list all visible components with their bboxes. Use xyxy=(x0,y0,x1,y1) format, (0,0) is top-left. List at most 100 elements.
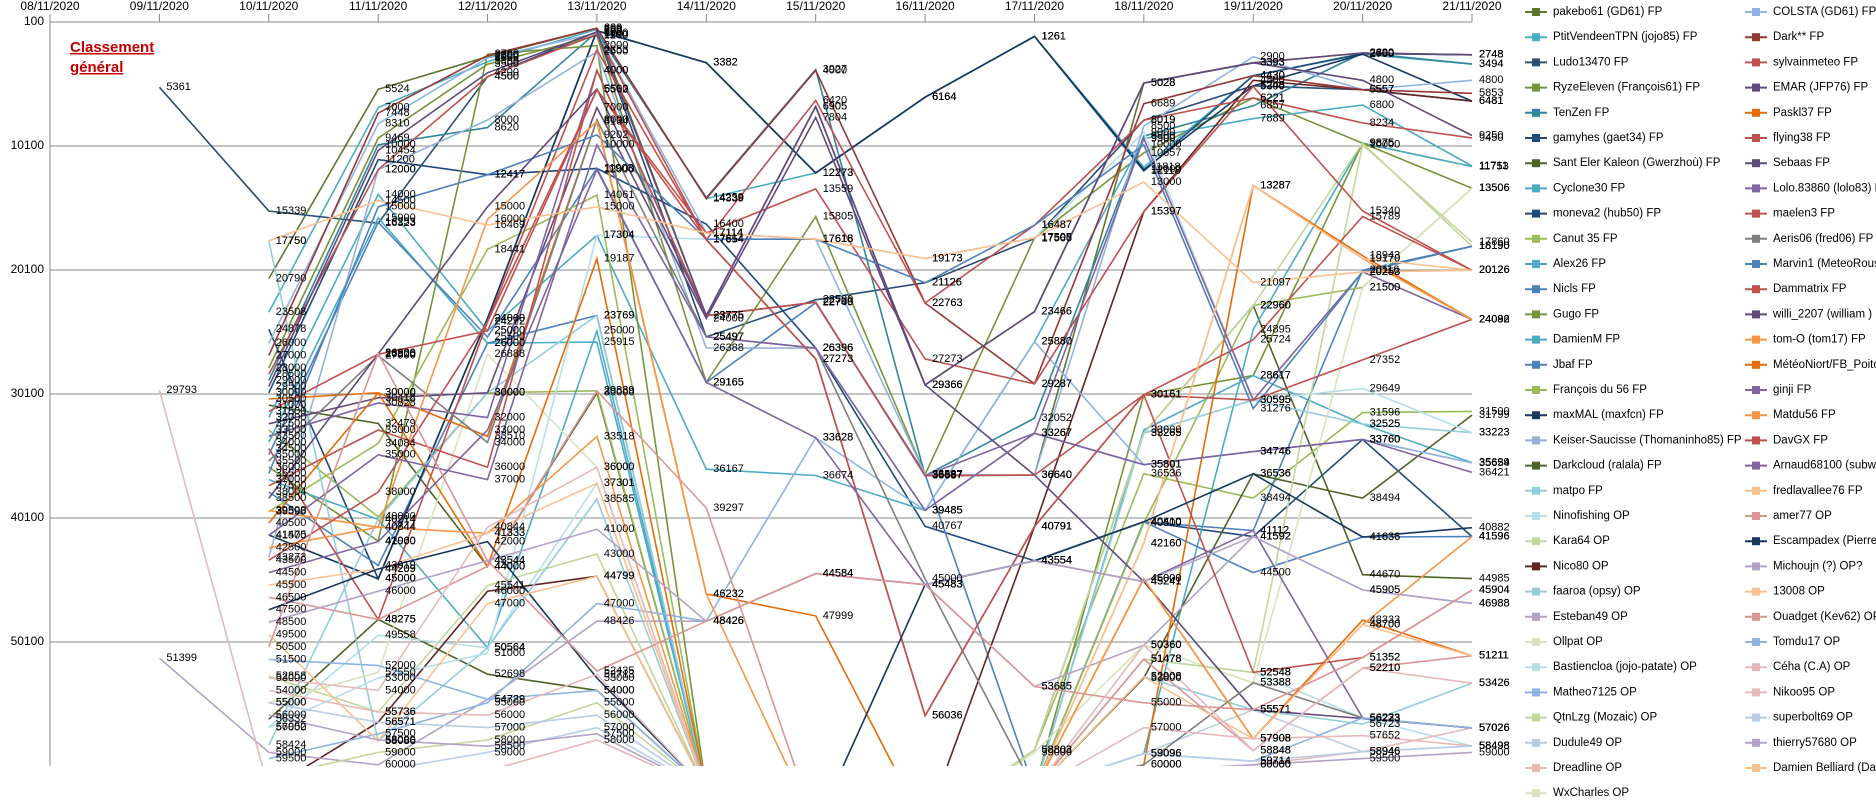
data-label: 20116 xyxy=(1370,264,1400,276)
data-label: 51352 xyxy=(1370,651,1401,663)
legend-marker xyxy=(1752,209,1760,218)
legend-marker xyxy=(1752,537,1760,546)
legend-marker xyxy=(1752,688,1760,697)
series-line xyxy=(268,52,1473,499)
legend-label: Tomdu17 OP xyxy=(1773,636,1840,648)
data-label: 36000 xyxy=(276,461,307,473)
data-label: 59500 xyxy=(1370,752,1401,764)
data-label: 30000 xyxy=(276,387,307,399)
annotation: Classement xyxy=(70,39,154,56)
legend-marker xyxy=(1532,713,1540,722)
data-label: 36587 xyxy=(932,468,963,480)
data-label: 36640 xyxy=(1041,469,1072,481)
data-label: 13000 xyxy=(1151,176,1182,188)
data-label: 52908 xyxy=(1151,671,1182,683)
data-label: 5557 xyxy=(1370,84,1394,96)
data-label: 42160 xyxy=(1151,537,1182,549)
data-label: 20126 xyxy=(1479,264,1510,276)
legend-label: Dammatrix FP xyxy=(1773,283,1847,295)
data-label: 26396 xyxy=(823,342,854,354)
data-label: 29366 xyxy=(932,379,963,391)
data-label: 9500 xyxy=(1151,132,1175,144)
data-label: 36536 xyxy=(1260,468,1291,480)
data-label: 38000 xyxy=(385,486,416,498)
data-label: 22700 xyxy=(823,296,854,308)
data-label: 1261 xyxy=(1041,30,1065,42)
data-label: 56952 xyxy=(276,721,307,733)
data-label: 3393 xyxy=(1260,57,1284,69)
data-label: 58424 xyxy=(276,739,307,751)
y-tick-label: 40100 xyxy=(11,510,45,524)
data-label: 45483 xyxy=(932,579,963,591)
data-label: 42000 xyxy=(385,535,416,547)
data-label: 15900 xyxy=(385,212,416,224)
legend-marker xyxy=(1532,8,1540,16)
legend-marker xyxy=(1532,386,1540,394)
data-label: 41596 xyxy=(1479,530,1510,542)
data-label: 11753 xyxy=(1479,160,1509,172)
data-label: 24272 xyxy=(495,316,526,328)
data-label: 48426 xyxy=(713,615,744,627)
data-label: 55000 xyxy=(495,697,526,709)
data-label: 53426 xyxy=(1479,677,1510,689)
legend-marker xyxy=(1752,436,1760,445)
data-label: 26396 xyxy=(823,342,854,354)
series-line xyxy=(268,184,1473,766)
data-label: 35000 xyxy=(276,449,307,461)
data-label: 8310 xyxy=(385,118,409,130)
legend-label: amer77 OP xyxy=(1773,510,1832,522)
data-label: 44000 xyxy=(495,560,526,572)
data-label: 36674 xyxy=(823,469,854,481)
data-label: 51478 xyxy=(1151,653,1182,665)
data-label: 32052 xyxy=(1041,412,1072,424)
data-label: 51500 xyxy=(276,653,307,665)
data-label: 21097 xyxy=(1260,276,1291,288)
data-label: 56223 xyxy=(1370,712,1401,724)
data-label: 43554 xyxy=(1041,555,1072,567)
series-line xyxy=(402,708,1473,766)
data-label: 29649 xyxy=(1370,382,1401,394)
x-tick-label: 21/11/2020 xyxy=(1442,0,1501,13)
legend-marker xyxy=(1752,8,1760,16)
data-label: 5028 xyxy=(1151,77,1175,89)
data-label: 41333 xyxy=(495,527,526,539)
data-label: 33500 xyxy=(276,430,307,442)
data-label: 17654 xyxy=(713,234,744,246)
data-label: 17614 xyxy=(713,233,744,245)
data-label: 17618 xyxy=(823,233,854,245)
data-label: 38585 xyxy=(604,493,635,505)
data-label: 6905 xyxy=(823,100,847,112)
data-label: 38004 xyxy=(276,486,307,498)
data-label: 58946 xyxy=(1370,746,1401,758)
data-label: 9875 xyxy=(1370,137,1394,149)
data-label: 36687 xyxy=(932,470,963,482)
data-label: 25915 xyxy=(604,336,635,348)
data-label: 30000 xyxy=(385,387,416,399)
data-labels: 20790 5524 2900 600 23775 22700 36687 36640 5028… xyxy=(166,22,1509,771)
data-label: 52000 xyxy=(385,659,416,671)
data-label: 43500 xyxy=(276,554,307,566)
data-label: 27273 xyxy=(932,353,963,365)
data-label: 23769 xyxy=(604,309,635,321)
data-label: 35629 xyxy=(1479,456,1510,468)
data-label: 46232 xyxy=(713,588,744,600)
legend-label: Sebaas FP xyxy=(1773,157,1830,169)
data-label: 36587 xyxy=(932,468,963,480)
data-label: 45241 xyxy=(1151,576,1182,588)
data-label: 24000 xyxy=(713,312,744,324)
data-label: 12000 xyxy=(1151,163,1182,175)
data-label: 12417 xyxy=(495,169,526,181)
series-line xyxy=(268,141,1473,766)
data-label: 32000 xyxy=(495,411,526,423)
data-label: 46500 xyxy=(276,591,307,603)
data-label: 15789 xyxy=(1370,210,1401,222)
legend-marker xyxy=(1532,764,1540,772)
legend-label: Alex26 FP xyxy=(1553,258,1606,270)
legend-marker xyxy=(1752,184,1760,193)
data-label: 50564 xyxy=(495,642,526,654)
data-label: 40410 xyxy=(1151,516,1182,528)
data-label: 6857 xyxy=(1260,100,1284,112)
data-label: 30595 xyxy=(1260,394,1291,406)
data-label: 56000 xyxy=(495,709,526,721)
data-label: 51399 xyxy=(166,652,197,664)
